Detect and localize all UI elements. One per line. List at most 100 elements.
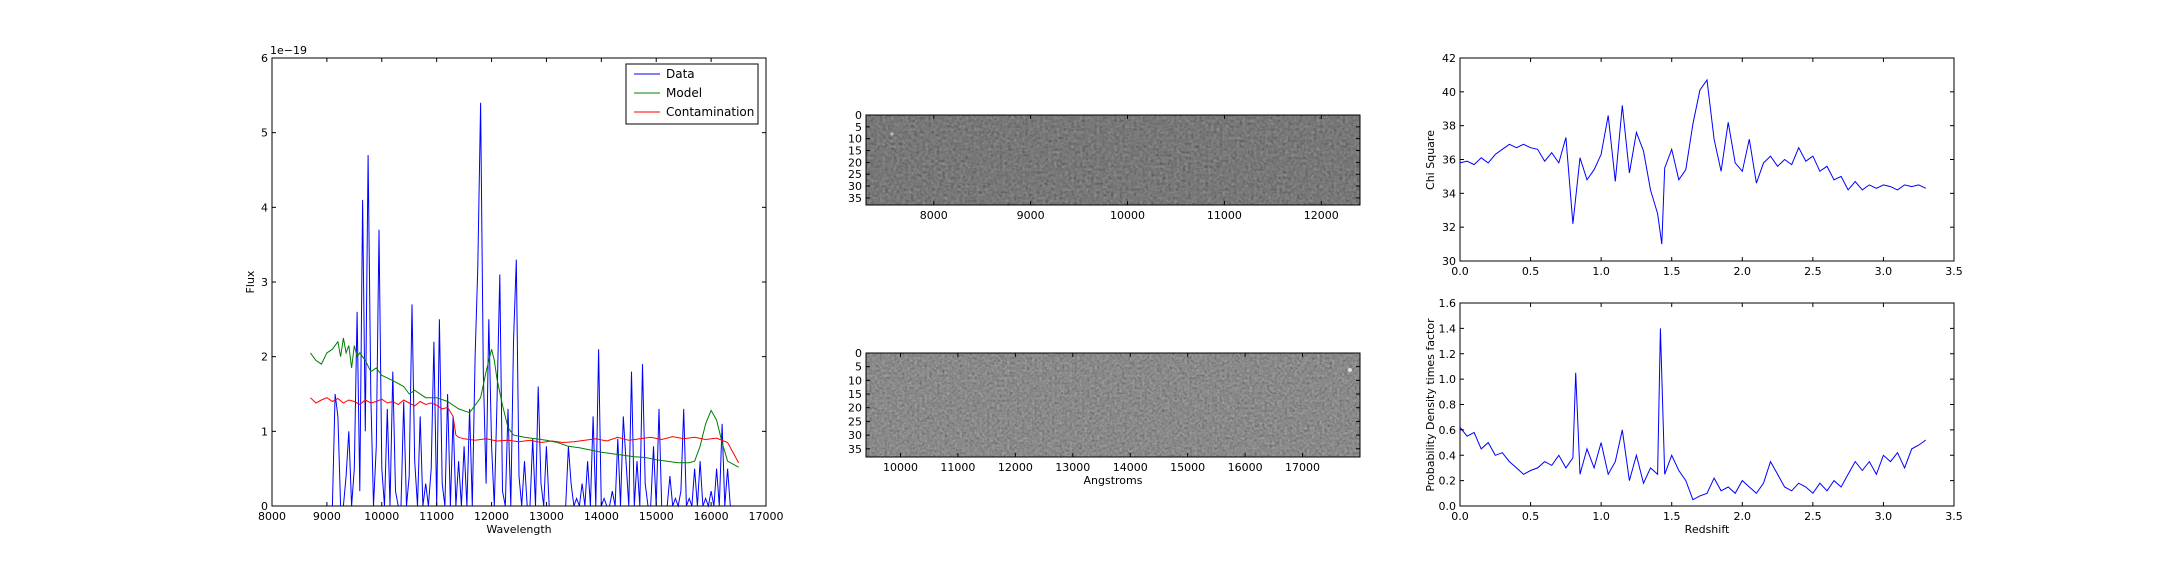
y-tick-label: 20 xyxy=(848,156,862,169)
flux-offset-label: 1e−19 xyxy=(270,44,307,57)
spectrum-axes: 8000 9000 10000 11000 12000 13000 14000 15000 16… xyxy=(258,52,784,523)
x-tick-label: 12000 xyxy=(474,510,509,523)
x-tick-label: 1.5 xyxy=(1663,510,1681,523)
x-tick-label: 0.0 xyxy=(1451,265,1469,278)
y-tick-label: 36 xyxy=(1442,154,1456,167)
y-tick-label: 15 xyxy=(848,388,862,401)
series-line-contamination xyxy=(310,397,740,463)
x-tick-label: 10000 xyxy=(883,461,918,474)
y-tick-label: 10 xyxy=(848,133,862,146)
y-tick-label: 15 xyxy=(848,145,862,158)
y-tick-label: 1.6 xyxy=(1439,297,1457,310)
y-tick-label: 5 xyxy=(855,361,862,374)
y-tick-label: 0 xyxy=(855,109,862,122)
y-tick-label: 5 xyxy=(855,121,862,134)
y-tick-label: 30 xyxy=(848,429,862,442)
probability-density-plot: 0.0 0.5 1.0 1.5 2.0 2.5 3.0 3.5 0.0 0.2 0.4 0.6 0.8 1… xyxy=(1424,297,1963,536)
redshift-axis-label: Redshift xyxy=(1685,523,1730,536)
x-tick-label: 17000 xyxy=(749,510,784,523)
y-tick-label: 0 xyxy=(261,500,268,513)
lower-image-axes: 10000 11000 12000 13000 14000 15000 16000 17000… xyxy=(848,347,1360,474)
x-tick-label: 12000 xyxy=(1304,209,1339,222)
y-tick-label: 0.0 xyxy=(1439,500,1457,513)
y-tick-label: 35 xyxy=(848,443,862,456)
legend-label-contamination: Contamination xyxy=(666,105,754,119)
x-tick-label: 14000 xyxy=(1113,461,1148,474)
x-tick-label: 2.0 xyxy=(1734,265,1752,278)
y-tick-label: 2 xyxy=(261,351,268,364)
upper-image-noise xyxy=(866,115,1360,205)
x-tick-label: 17000 xyxy=(1285,461,1320,474)
y-tick-label: 32 xyxy=(1442,221,1456,234)
x-tick-label: 0.5 xyxy=(1522,265,1540,278)
probability-axes-frame xyxy=(1459,302,1955,507)
y-tick-label: 5 xyxy=(261,127,268,140)
x-axis-label: Wavelength xyxy=(486,523,551,536)
y-tick-label: 34 xyxy=(1442,187,1456,200)
x-tick-label: 12000 xyxy=(998,461,1033,474)
x-tick-label: 2.5 xyxy=(1804,510,1822,523)
x-tick-label: 3.0 xyxy=(1875,510,1893,523)
y-tick-label: 25 xyxy=(848,168,862,181)
x-tick-label: 1.0 xyxy=(1592,265,1610,278)
y-tick-label: 4 xyxy=(261,201,268,214)
lower-image-bright-pixel xyxy=(1348,368,1352,372)
y-tick-label: 10 xyxy=(848,374,862,387)
y-tick-label: 0.6 xyxy=(1439,424,1457,437)
lower-image-frame xyxy=(865,352,1361,458)
y-tick-label: 0.4 xyxy=(1439,449,1457,462)
y-tick-label: 1 xyxy=(261,425,268,438)
y-tick-label: 20 xyxy=(848,402,862,415)
y-tick-label: 3 xyxy=(261,276,268,289)
x-tick-label: 16000 xyxy=(1228,461,1263,474)
probability-density-lines xyxy=(1459,328,1927,501)
lower-2d-spectrum: 10000 11000 12000 13000 14000 15000 16000 17000… xyxy=(848,347,1361,487)
y-tick-label: 38 xyxy=(1442,120,1456,133)
chi-square-lines xyxy=(1459,78,1927,245)
y-tick-label: 0.8 xyxy=(1439,399,1457,412)
x-tick-label: 9000 xyxy=(313,510,341,523)
spectrum-lines xyxy=(309,102,740,508)
x-tick-label: 15000 xyxy=(639,510,674,523)
series-line-data xyxy=(331,102,731,508)
series-line-series-0 xyxy=(1459,78,1927,245)
x-tick-label: 9000 xyxy=(1017,209,1045,222)
x-tick-label: 8000 xyxy=(258,510,286,523)
x-tick-label: 11000 xyxy=(1207,209,1242,222)
y-tick-label: 1.0 xyxy=(1439,373,1457,386)
y-tick-label: 0 xyxy=(855,347,862,360)
x-tick-label: 3.5 xyxy=(1945,510,1963,523)
x-tick-label: 8000 xyxy=(920,209,948,222)
x-tick-label: 3.0 xyxy=(1875,265,1893,278)
y-tick-label: 35 xyxy=(848,192,862,205)
x-tick-label: 16000 xyxy=(694,510,729,523)
y-tick-label: 42 xyxy=(1442,52,1456,65)
lower-image-noise xyxy=(866,353,1360,457)
x-tick-label: 2.5 xyxy=(1804,265,1822,278)
y-tick-label: 1.2 xyxy=(1439,348,1457,361)
x-tick-label: 13000 xyxy=(1055,461,1090,474)
x-tick-label: 14000 xyxy=(584,510,619,523)
x-tick-label: 0.0 xyxy=(1451,510,1469,523)
y-tick-label: 25 xyxy=(848,415,862,428)
x-tick-label: 10000 xyxy=(1110,209,1145,222)
x-tick-label: 1.0 xyxy=(1592,510,1610,523)
x-tick-label: 1.5 xyxy=(1663,265,1681,278)
x-tick-label: 11000 xyxy=(419,510,454,523)
series-line-series-0 xyxy=(1459,328,1927,501)
x-tick-label: 3.5 xyxy=(1945,265,1963,278)
probability-y-label: Probability Density times factor xyxy=(1424,318,1437,492)
y-tick-label: 6 xyxy=(261,52,268,65)
chi-square-axes: 0.0 0.5 1.0 1.5 2.0 2.5 3.0 3.5 30 32 34 36 38 40 42 xyxy=(1442,52,1963,278)
y-tick-label: 30 xyxy=(1442,255,1456,268)
chi-square-y-label: Chi Square xyxy=(1424,130,1437,190)
y-tick-label: 40 xyxy=(1442,86,1456,99)
x-tick-label: 11000 xyxy=(940,461,975,474)
upper-image-frame xyxy=(865,114,1361,206)
y-axis-label: Flux xyxy=(244,270,257,293)
legend-label-model: Model xyxy=(666,86,702,100)
chi-square-axes-frame xyxy=(1459,57,1955,262)
